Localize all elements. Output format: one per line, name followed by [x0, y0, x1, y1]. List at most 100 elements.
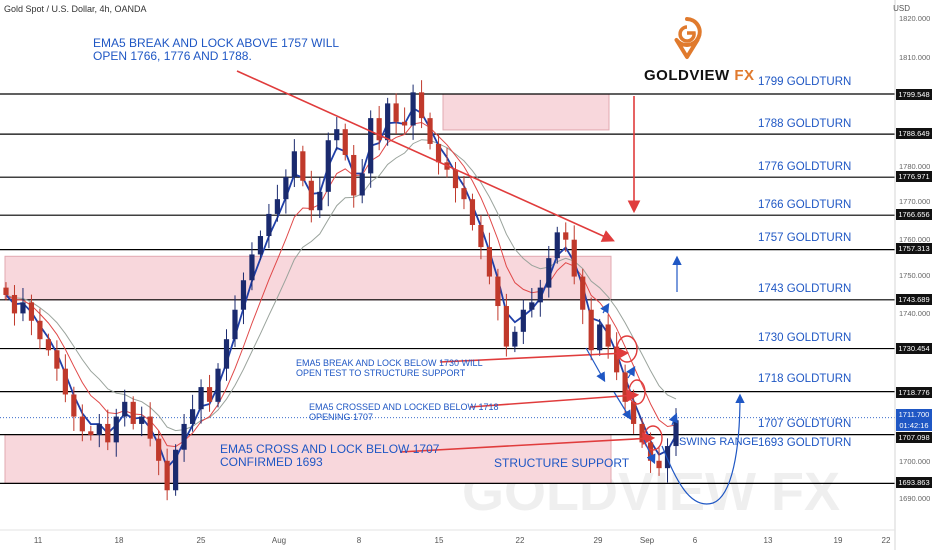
symbol-title: Gold Spot / U.S. Dollar, 4h, OANDA [4, 4, 147, 14]
candle-body [427, 118, 433, 144]
candle-body [563, 232, 569, 240]
ema-red-line [5, 121, 677, 448]
price-tag-1799: 1799.548 [896, 89, 932, 100]
candle-body [20, 302, 26, 314]
candle-body [164, 460, 170, 491]
arrow-1730 [439, 347, 630, 363]
candle-body [520, 309, 526, 332]
annotation-break-below-1730: EMA5 BREAK AND LOCK BELOW 1730 WILL OPEN … [296, 358, 483, 378]
level-label-1776: 1776 GOLDTURN [758, 161, 852, 173]
candle-body [257, 236, 264, 255]
y-tick-label: 1810.000 [899, 53, 931, 62]
y-tick-label: 1750.000 [899, 271, 931, 280]
arrow-break-above [236, 70, 615, 242]
candle-body [478, 224, 484, 248]
candle-body [597, 324, 603, 351]
annotation-cross-below-1707: EMA5 CROSS AND LOCK BELOW 1707 CONFIRMED … [220, 442, 440, 470]
candle-body [54, 350, 60, 369]
x-tick-label: 25 [196, 536, 206, 545]
arrow-1707 [399, 432, 656, 453]
candle-body [240, 280, 247, 310]
candle-body [130, 401, 136, 424]
x-tick-label: 8 [356, 536, 362, 545]
x-tick-label: 22 [515, 536, 525, 545]
candle-body [122, 401, 128, 417]
candle-body [88, 431, 94, 435]
x-tick-label: 18 [114, 536, 124, 545]
y-tick-label: 1700.000 [899, 457, 931, 466]
candle-body [402, 121, 408, 126]
level-label-1693: 1693 GOLDTURN [758, 437, 852, 449]
x-tick-label: 19 [833, 536, 843, 545]
arrow-up-1 [600, 302, 610, 314]
candle-body [156, 438, 162, 461]
level-label-1766: 1766 GOLDTURN [758, 199, 852, 211]
candle-body [418, 92, 425, 119]
brand-logo: GOLDVIEW FX [644, 67, 755, 84]
candle-body [503, 306, 509, 347]
ma-gray-line [5, 139, 677, 432]
y-tick-label: 1740.000 [899, 309, 931, 318]
x-tick-label: Aug [271, 536, 287, 545]
candle-body [325, 140, 331, 192]
candle-body [206, 387, 213, 402]
level-label-1799: 1799 GOLDTURN [758, 76, 852, 88]
candle-body [393, 103, 399, 122]
swing-range-curve [661, 393, 745, 505]
y-tick-label: 1780.000 [899, 162, 931, 171]
arrow-up-3 [668, 412, 678, 426]
price-tag-1757: 1757.313 [896, 243, 932, 254]
candle-body [334, 129, 340, 141]
candle-body [452, 169, 459, 189]
candle-body [342, 129, 348, 155]
x-tick-label: 15 [434, 536, 444, 545]
candle-body [630, 401, 637, 424]
candle-body [580, 276, 586, 310]
structure-support-zone [4, 434, 612, 484]
level-label-1757: 1757 GOLDTURN [758, 232, 852, 244]
candle-body [274, 199, 280, 214]
annotation-structure-support: STRUCTURE SUPPORT [494, 456, 630, 470]
candle-body [656, 460, 662, 469]
current-price-tag: 1711.700 01:42:16 [896, 409, 932, 431]
candle-body [223, 339, 230, 369]
price-axis-unit: USD [893, 4, 910, 13]
candle-body [622, 372, 628, 402]
price-tag-1707: 1707.098 [896, 432, 932, 443]
candle-body [385, 103, 391, 141]
annotation-crossed-below-1718: EMA5 CROSSED AND LOCKED BELOW 1718 OPENIN… [309, 402, 499, 422]
annotation-break-above-1757: EMA5 BREAK AND LOCK ABOVE 1757 WILL OPEN … [93, 36, 340, 64]
candle-body [266, 213, 272, 237]
supply-zone [442, 93, 610, 131]
candle-body [283, 177, 289, 200]
candle-body [435, 143, 442, 163]
x-tick-label: 22 [881, 536, 891, 545]
candle-body [376, 118, 382, 141]
candle-body [673, 420, 679, 447]
mid-zone [4, 255, 612, 301]
candle-body [300, 151, 306, 181]
level-label-1707: 1707 GOLDTURN [758, 418, 852, 430]
x-tick-label: 6 [692, 536, 698, 545]
candle-body [28, 302, 35, 321]
price-tag-1776: 1776.971 [896, 171, 932, 182]
x-tick-label: Sep [639, 536, 655, 545]
level-label-1743: 1743 GOLDTURN [758, 283, 852, 295]
candle-body [317, 191, 323, 211]
price-tag-1693: 1693.863 [896, 477, 932, 488]
candle-body [495, 276, 501, 307]
x-tick-label: 11 [33, 536, 43, 545]
candle-body [410, 92, 416, 126]
candle-body [359, 173, 365, 196]
candle-body [351, 154, 357, 196]
level-label-1730: 1730 GOLDTURN [758, 332, 852, 344]
candle-body [232, 309, 238, 340]
arrow-up-2 [626, 365, 636, 379]
candle-body [461, 188, 467, 200]
y-tick-label: 1770.000 [899, 197, 931, 206]
arrow-down-2 [613, 391, 632, 421]
candle-body [45, 339, 52, 351]
y-tick-label: 1760.000 [899, 235, 931, 244]
